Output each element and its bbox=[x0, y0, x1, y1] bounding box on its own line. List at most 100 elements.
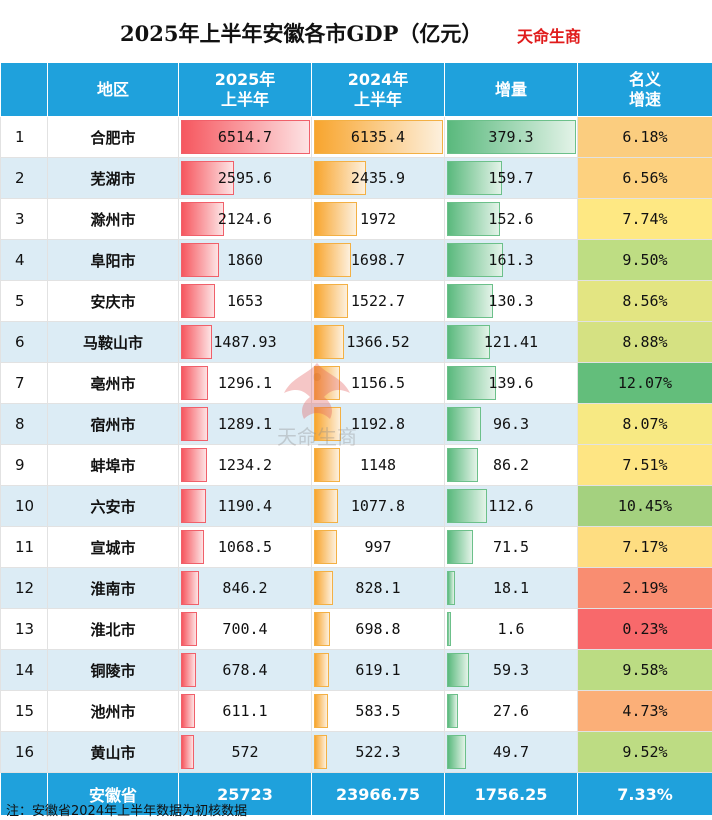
increase-cell-bar bbox=[447, 243, 503, 277]
table-row: 13 淮北市 700.4 698.8 1.6 0.23% bbox=[0, 608, 712, 650]
table-row: 10 六安市 1190.4 1077.8 112.6 10.45% bbox=[0, 485, 712, 527]
gdp2025-cell-value: 2124.6 bbox=[217, 210, 273, 228]
gdp2024-cell-value: 1156.5 bbox=[350, 374, 406, 392]
rank-cell: 14 bbox=[0, 649, 48, 691]
rank-cell: 2 bbox=[0, 157, 48, 199]
rank-cell: 4 bbox=[0, 239, 48, 281]
gdp2025-cell-bar bbox=[181, 407, 209, 441]
table-row: 15 池州市 611.1 583.5 27.6 4.73% bbox=[0, 690, 712, 732]
city-cell: 淮北市 bbox=[47, 608, 179, 650]
increase-cell-value: 59.3 bbox=[492, 661, 530, 679]
gdp-table: 地区 2025年 上半年 2024年 上半年 增量 名义 增速 1 合肥市 6514.7 6… bbox=[0, 62, 712, 816]
increase-cell: 139.6 bbox=[444, 362, 578, 404]
city-cell: 合肥市 bbox=[47, 116, 179, 158]
city-cell: 黄山市 bbox=[47, 731, 179, 773]
gdp2024-cell: 1148 bbox=[311, 444, 445, 486]
gdp2025-cell-bar bbox=[181, 243, 220, 277]
total-rank bbox=[0, 772, 48, 816]
page-title: 2025年上半年安徽各市GDP（亿元） bbox=[120, 21, 483, 46]
rank-cell: 12 bbox=[0, 567, 48, 609]
increase-cell: 49.7 bbox=[444, 731, 578, 773]
rank-cell: 16 bbox=[0, 731, 48, 773]
gdp2024-cell-value: 997 bbox=[364, 538, 392, 556]
increase-cell-value: 121.41 bbox=[483, 333, 539, 351]
city-cell: 宣城市 bbox=[47, 526, 179, 568]
gdp2024-cell-bar bbox=[314, 407, 341, 441]
growth-cell: 7.51% bbox=[577, 444, 712, 486]
gdp2025-cell-bar bbox=[181, 161, 234, 195]
increase-cell-bar bbox=[447, 653, 469, 687]
gdp2024-cell: 1366.52 bbox=[311, 321, 445, 363]
gdp2025-cell: 1289.1 bbox=[178, 403, 312, 445]
increase-cell: 112.6 bbox=[444, 485, 578, 527]
gdp2024-cell-value: 1192.8 bbox=[350, 415, 406, 433]
increase-cell: 27.6 bbox=[444, 690, 578, 732]
total-gdp2024: 23966.75 bbox=[311, 772, 445, 816]
increase-cell: 379.3 bbox=[444, 116, 578, 158]
increase-cell-bar bbox=[447, 735, 466, 769]
gdp2024-cell: 522.3 bbox=[311, 731, 445, 773]
gdp2025-cell-value: 1068.5 bbox=[217, 538, 273, 556]
gdp2024-cell: 6135.4 bbox=[311, 116, 445, 158]
increase-cell-value: 96.3 bbox=[492, 415, 530, 433]
footnote: 注：安徽省2024年上半年数据为初核数据 bbox=[6, 804, 248, 819]
gdp2025-cell-value: 1296.1 bbox=[217, 374, 273, 392]
gdp2025-cell-value: 700.4 bbox=[222, 620, 268, 638]
rank-cell: 3 bbox=[0, 198, 48, 240]
title-row: 2025年上半年安徽各市GDP（亿元） 天命生商 bbox=[0, 0, 712, 62]
increase-cell-bar bbox=[447, 530, 473, 564]
gdp2025-cell-value: 611.1 bbox=[222, 702, 268, 720]
gdp2024-cell-bar bbox=[314, 243, 352, 277]
gdp2024-cell: 583.5 bbox=[311, 690, 445, 732]
increase-cell: 96.3 bbox=[444, 403, 578, 445]
rank-cell: 11 bbox=[0, 526, 48, 568]
table-row: 5 安庆市 1653 1522.7 130.3 8.56% bbox=[0, 280, 712, 322]
increase-cell-bar bbox=[447, 448, 478, 482]
growth-cell: 0.23% bbox=[577, 608, 712, 650]
growth-cell: 2.19% bbox=[577, 567, 712, 609]
increase-cell-bar bbox=[447, 120, 576, 154]
city-cell: 蚌埠市 bbox=[47, 444, 179, 486]
header-growth: 名义 增速 bbox=[577, 62, 712, 117]
gdp2025-cell-value: 1289.1 bbox=[217, 415, 273, 433]
rank-cell: 15 bbox=[0, 690, 48, 732]
increase-cell: 121.41 bbox=[444, 321, 578, 363]
gdp2024-cell: 698.8 bbox=[311, 608, 445, 650]
table-row: 9 蚌埠市 1234.2 1148 86.2 7.51% bbox=[0, 444, 712, 486]
city-cell: 安庆市 bbox=[47, 280, 179, 322]
gdp2024-cell-value: 1698.7 bbox=[350, 251, 406, 269]
gdp2025-cell: 1234.2 bbox=[178, 444, 312, 486]
gdp2024-cell-bar bbox=[314, 202, 357, 236]
increase-cell: 71.5 bbox=[444, 526, 578, 568]
increase-cell-value: 379.3 bbox=[488, 128, 534, 146]
gdp2025-cell-bar bbox=[181, 120, 310, 154]
gdp2024-cell-value: 6135.4 bbox=[350, 128, 406, 146]
gdp2024-cell-bar bbox=[314, 161, 367, 195]
growth-cell: 7.74% bbox=[577, 198, 712, 240]
increase-cell-value: 1.6 bbox=[497, 620, 525, 638]
city-cell: 六安市 bbox=[47, 485, 179, 527]
city-cell: 池州市 bbox=[47, 690, 179, 732]
increase-cell-value: 161.3 bbox=[488, 251, 534, 269]
gdp2024-cell-bar bbox=[314, 284, 348, 318]
header-gdp2025: 2025年 上半年 bbox=[178, 62, 312, 117]
increase-cell-bar bbox=[447, 571, 456, 605]
gdp2025-cell: 572 bbox=[178, 731, 312, 773]
gdp2024-cell-bar bbox=[314, 325, 345, 359]
gdp2024-cell-value: 1077.8 bbox=[350, 497, 406, 515]
increase-cell-value: 112.6 bbox=[488, 497, 534, 515]
gdp2024-cell-value: 1972 bbox=[359, 210, 397, 228]
increase-cell-bar bbox=[447, 202, 501, 236]
gdp2024-cell-bar bbox=[314, 448, 340, 482]
gdp2025-cell-bar bbox=[181, 694, 195, 728]
gdp2025-cell-bar bbox=[181, 735, 195, 769]
gdp2025-cell-value: 1653 bbox=[226, 292, 264, 310]
gdp2024-cell-value: 522.3 bbox=[355, 743, 401, 761]
gdp2025-cell-bar bbox=[181, 653, 197, 687]
total-gdp2025: 25723 bbox=[178, 772, 312, 816]
increase-cell: 18.1 bbox=[444, 567, 578, 609]
gdp2025-cell: 611.1 bbox=[178, 690, 312, 732]
gdp2025-cell-value: 1860 bbox=[226, 251, 264, 269]
total-increase: 1756.25 bbox=[444, 772, 578, 816]
gdp2025-cell-value: 1234.2 bbox=[217, 456, 273, 474]
